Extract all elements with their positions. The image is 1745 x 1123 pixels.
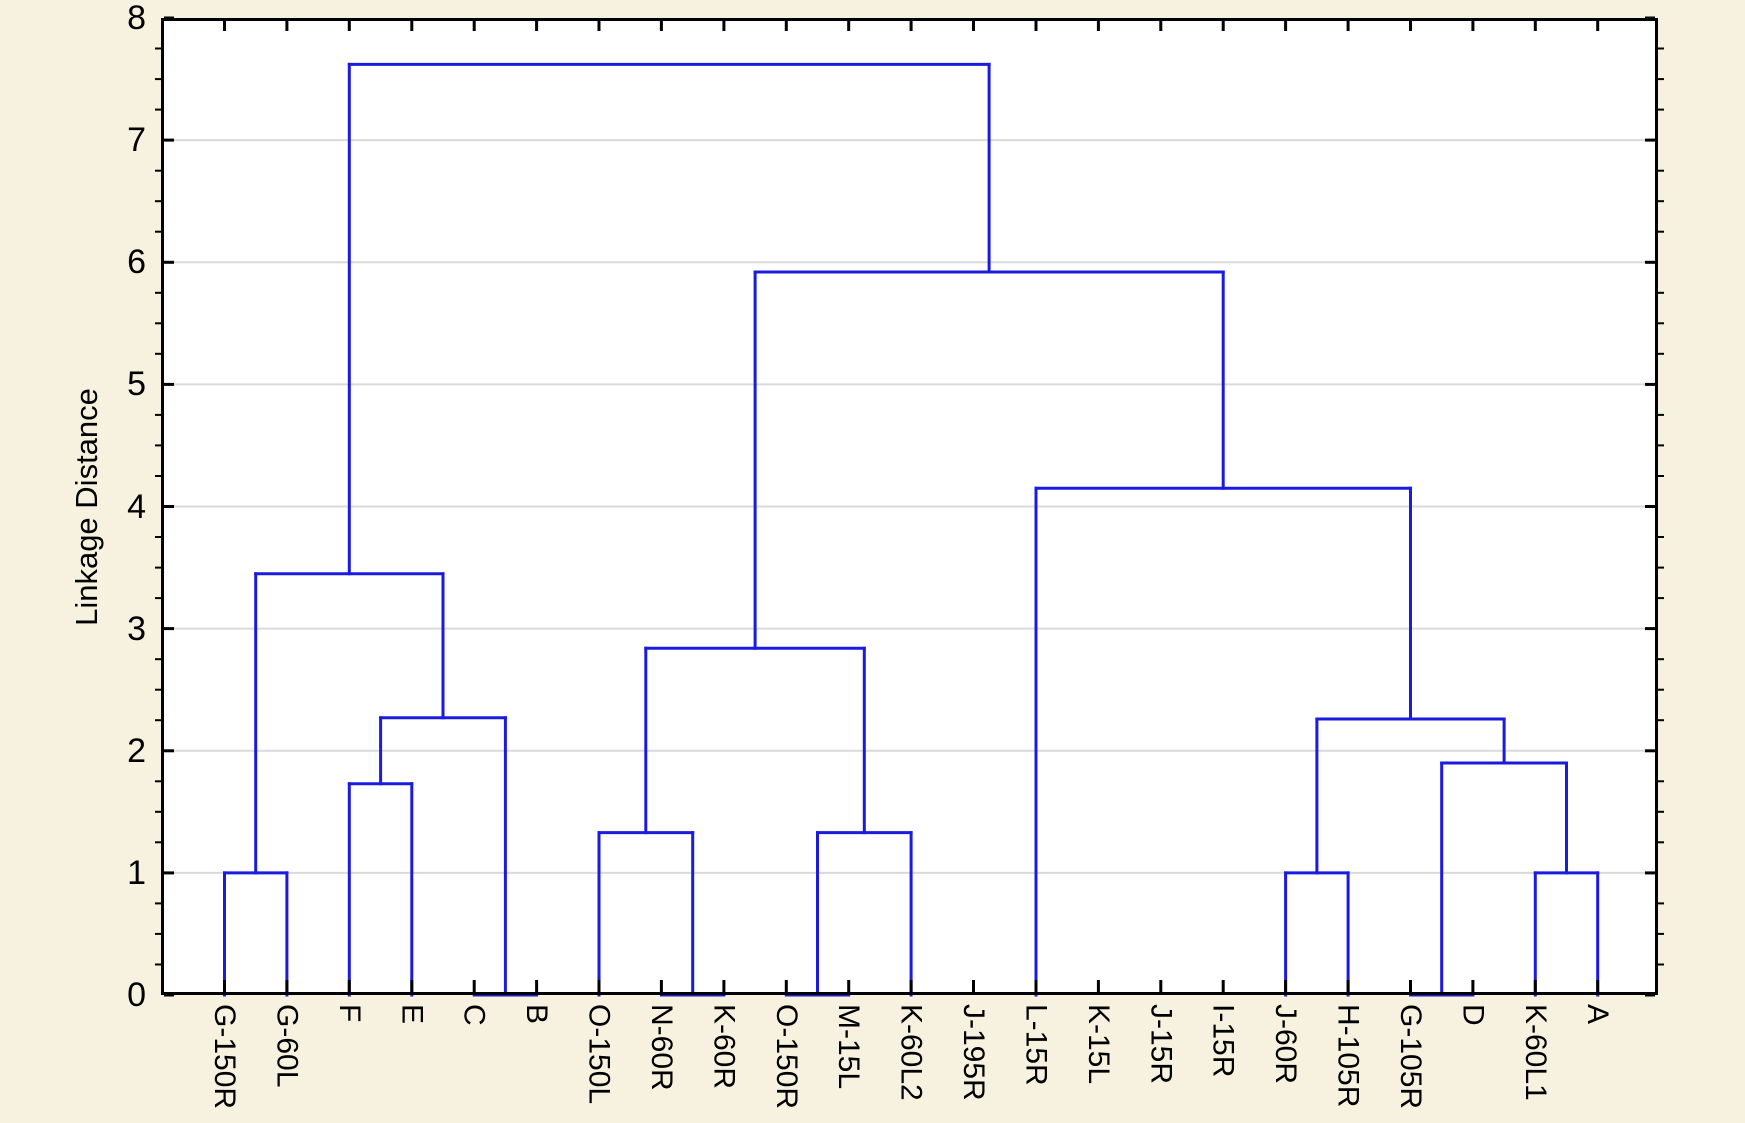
- x-leaf-label-L-15R: L-15R: [1019, 1004, 1053, 1086]
- x-leaf-label-N-60R: N-60R: [644, 1004, 678, 1091]
- x-leaf-label-B: B: [520, 1004, 554, 1025]
- y-tick-label-7: 7: [127, 121, 146, 160]
- y-tick-label-4: 4: [127, 487, 146, 526]
- x-leaf-label-K-60L2: K-60L2: [894, 1004, 928, 1101]
- x-leaf-label-K-15L: K-15L: [1081, 1004, 1115, 1085]
- x-leaf-label-K-60L1: K-60L1: [1518, 1004, 1552, 1101]
- x-leaf-label-D: D: [1456, 1004, 1490, 1026]
- x-leaf-label-F: F: [332, 1004, 366, 1023]
- x-leaf-label-J-15R: J-15R: [1144, 1004, 1178, 1085]
- dendrogram-plot: [155, 16, 1664, 997]
- x-leaf-label-O-150R: O-150R: [769, 1004, 803, 1110]
- x-leaf-label-G-60L: G-60L: [270, 1004, 304, 1088]
- plot-border: [161, 18, 1658, 995]
- y-tick-label-0: 0: [127, 976, 146, 1014]
- x-leaf-label-G-105R: G-105R: [1394, 1004, 1427, 1110]
- x-leaf-label-A: A: [1581, 1004, 1615, 1025]
- y-tick-label-5: 5: [127, 365, 146, 404]
- x-leaf-label-J-60R: J-60R: [1269, 1004, 1303, 1085]
- x-leaf-label-O-150L: O-150L: [582, 1004, 616, 1105]
- x-leaf-label-G-150R: G-150R: [208, 1004, 241, 1110]
- x-leaf-label-H-105R: H-105R: [1331, 1004, 1365, 1108]
- y-tick-label-3: 3: [127, 609, 146, 648]
- y-tick-label-1: 1: [127, 853, 146, 892]
- x-leaf-label-I-15R: I-15R: [1206, 1004, 1240, 1078]
- y-tick-label-2: 2: [127, 731, 146, 770]
- plot-area: [155, 16, 1664, 997]
- x-leaf-label-J-195R: J-195R: [957, 1004, 990, 1101]
- x-leaf-label-K-60R: K-60R: [707, 1004, 741, 1090]
- x-leaf-label-M-15L: M-15L: [832, 1004, 866, 1090]
- y-tick-label-6: 6: [127, 243, 146, 282]
- x-leaf-label-E: E: [395, 1004, 429, 1025]
- y-tick-label-8: 8: [127, 0, 146, 37]
- x-leaf-label-C: C: [457, 1004, 491, 1026]
